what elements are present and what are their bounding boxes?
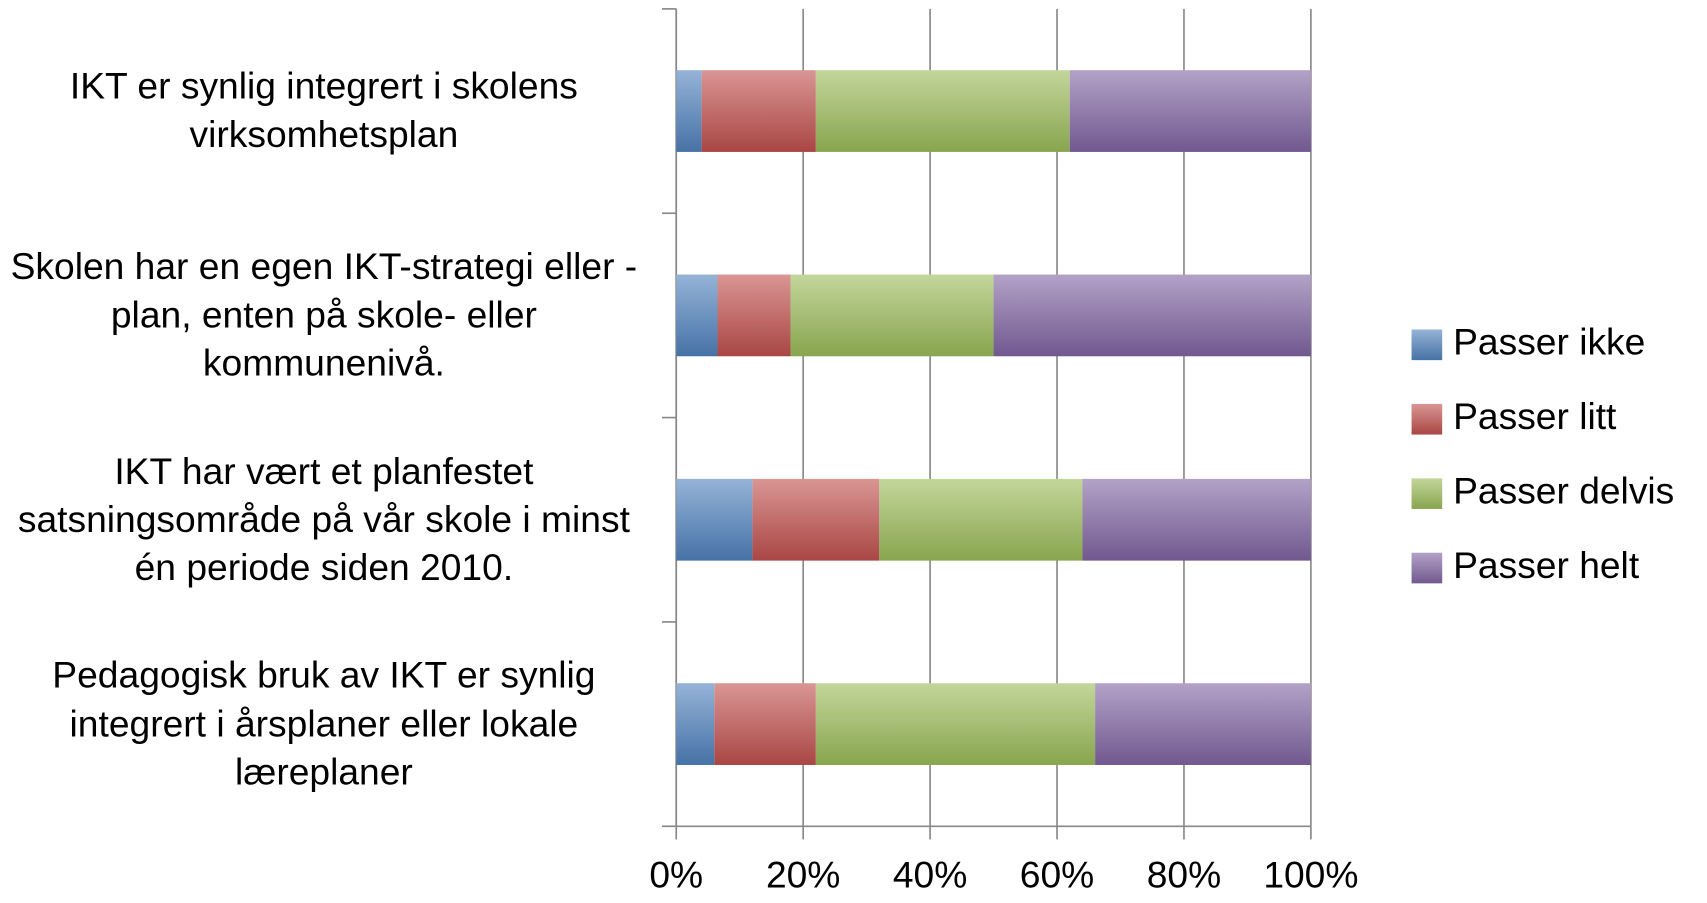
bar-segment	[993, 274, 1311, 357]
bar-segment	[815, 683, 1096, 765]
bar-segment	[676, 274, 718, 357]
bar-segment	[1082, 478, 1311, 561]
legend-swatch	[1411, 478, 1443, 509]
x-tick-label: 40%	[893, 854, 967, 896]
bar-segment	[717, 274, 791, 357]
bar-segment	[714, 683, 816, 765]
x-tick-label: 80%	[1147, 854, 1221, 896]
x-tick-label: 100%	[1263, 854, 1358, 896]
legend-swatch	[1411, 403, 1443, 435]
bar-segment	[676, 70, 702, 152]
y-tick-label: IKT har vært et planfestet satsningsområ…	[17, 450, 630, 589]
bar-segment	[815, 70, 1070, 152]
category-label-box: IKT er synlig integrert i skolens virkso…	[69, 65, 578, 156]
bar-segment	[676, 683, 715, 765]
category-label-box: IKT har vært et planfestet satsningsområ…	[17, 450, 630, 589]
bar-segment	[752, 478, 880, 561]
category-label-box: Skolen har en egen IKT-strategi eller -p…	[10, 246, 638, 385]
bar-segment	[676, 478, 753, 561]
bar-segment	[1095, 683, 1311, 765]
legend-label: Passer delvis	[1453, 469, 1674, 511]
legend-label: Passer litt	[1453, 395, 1617, 437]
x-tick-label: 60%	[1020, 854, 1094, 896]
x-tick-label: 0%	[649, 854, 703, 896]
bar-segment	[790, 274, 994, 357]
category-label-box: Pedagogisk bruk av IKT er synlig integre…	[52, 654, 596, 794]
bar-segment	[701, 70, 816, 152]
legend-label: Passer ikke	[1453, 321, 1645, 363]
x-tick-label: 20%	[766, 854, 840, 896]
legend-swatch	[1411, 552, 1443, 584]
y-tick-label: Skolen har en egen IKT-strategi eller -p…	[10, 246, 638, 385]
legend-swatch	[1411, 329, 1443, 361]
y-tick-label: Pedagogisk bruk av IKT er synlig integre…	[52, 654, 596, 794]
y-tick-label: IKT er synlig integrert i skolens virkso…	[69, 65, 578, 156]
legend-label: Passer helt	[1453, 544, 1640, 586]
bar-segment	[879, 478, 1083, 561]
bar-segment	[1069, 70, 1311, 152]
